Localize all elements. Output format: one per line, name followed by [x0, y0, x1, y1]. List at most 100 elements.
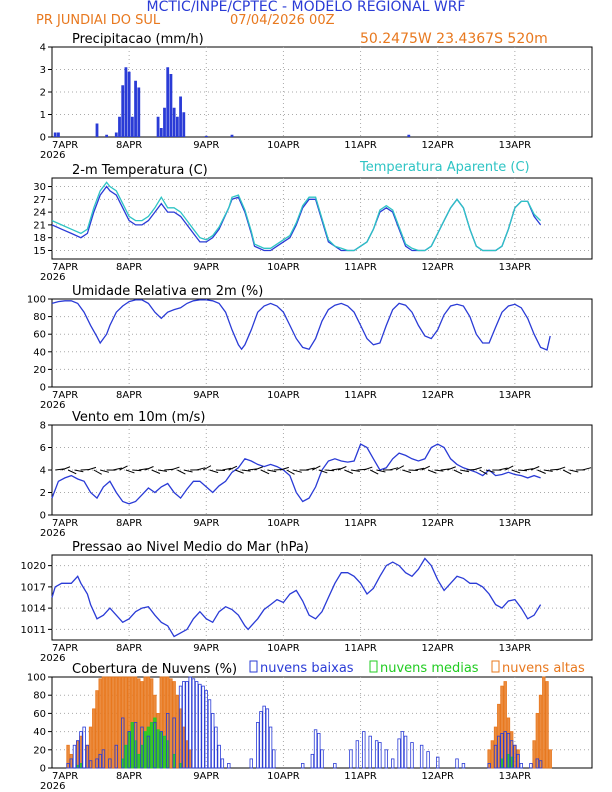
wind-x-tick-label: 12APR	[421, 518, 454, 529]
cloud-bar	[317, 733, 321, 769]
wind-barb	[132, 469, 142, 472]
clouds-year-label: 2026	[40, 781, 65, 792]
temp-y-tick-label: 24	[33, 208, 46, 219]
temp-frame	[51, 177, 593, 260]
wind-barb	[344, 469, 353, 474]
cloud-bar	[124, 744, 128, 769]
temp-y-tick-label: 15	[33, 246, 46, 257]
pres-x-tick-label: 8APR	[116, 643, 142, 654]
cloud-bar	[410, 742, 414, 769]
cloud-legend-swatch	[249, 660, 258, 673]
wind-barb	[312, 465, 321, 471]
cloud-bar	[72, 744, 77, 769]
pres-y-tick-label: 1020	[21, 561, 46, 572]
cloud-bar	[516, 753, 520, 769]
cloud-bar	[532, 740, 536, 769]
precip-bar	[172, 107, 176, 137]
rh-y-tick-label: 80	[33, 312, 46, 323]
wind-x-tick-label: 9APR	[193, 518, 219, 529]
cloud-bar	[400, 731, 405, 769]
wind-year-label: 2026	[40, 528, 65, 539]
wind-barb	[389, 467, 399, 471]
temp-series-line	[51, 181, 542, 252]
precip-bar	[166, 67, 170, 137]
rh-x-tick-label: 7APR	[52, 390, 78, 401]
cloud-bar	[487, 763, 491, 769]
precip-x-tick-label: 13APR	[499, 140, 532, 151]
pres-x-tick-label: 12APR	[421, 643, 454, 654]
cloud-bar	[519, 763, 523, 769]
cloud-bar	[256, 722, 260, 769]
precip-x-tick-label: 9APR	[193, 140, 219, 151]
wind-barb	[472, 466, 482, 471]
wind-barb	[530, 466, 540, 471]
wind-barb	[395, 465, 405, 471]
wind-y-tick-label: 6	[40, 443, 46, 454]
cloud-bar	[509, 740, 514, 769]
cloud-bar	[178, 685, 183, 769]
wind-barb	[151, 469, 161, 474]
wind-barb	[369, 469, 379, 475]
cloud-bar	[545, 681, 549, 769]
cloud-bar	[374, 740, 379, 769]
cloud-bar	[542, 676, 546, 769]
cloud-bar	[493, 744, 498, 769]
wind-barb	[427, 469, 437, 474]
temp-panel: 7APR 8APR 9APR 10APR 11APR 12APR 13APR 2026 15 18…	[33, 160, 593, 283]
cloud-bar	[217, 744, 221, 769]
temp-year-label: 2026	[40, 272, 65, 283]
precip-y-tick-label: 2	[40, 88, 46, 99]
cloud-bar	[101, 749, 106, 769]
cloud-bar	[461, 763, 466, 769]
cloud-bar	[79, 731, 83, 769]
cloud-bar	[262, 705, 266, 769]
cloud-bar	[378, 742, 382, 769]
wind-barb	[543, 469, 553, 472]
precip-bar	[230, 134, 234, 137]
wind-y-tick-label: 0	[40, 511, 46, 522]
wind-barb	[556, 466, 566, 471]
cloud-bar	[133, 722, 138, 769]
clouds-x-tick-label: 10APR	[267, 771, 300, 782]
precip-bar	[114, 132, 118, 137]
temp-x-tick-label: 12APR	[421, 262, 454, 273]
wind-barb	[350, 469, 360, 472]
rh-x-tick-label: 12APR	[421, 390, 454, 401]
cloud-bar	[497, 735, 501, 769]
cloud-bar	[137, 753, 141, 769]
temp-x-tick-label: 10APR	[267, 262, 300, 273]
clouds-y-tick-label: 100	[27, 673, 46, 684]
pres-panel: 7APR 8APR 9APR 10APR 11APR 12APR 13APR 2026 1011…	[21, 540, 593, 664]
cloud-bar	[214, 726, 218, 769]
cloud-bar	[108, 758, 112, 769]
cloud-bar	[349, 749, 353, 769]
wind-barb	[241, 469, 251, 472]
cloud-bar	[490, 740, 495, 769]
temp-x-tick-label: 8APR	[116, 262, 142, 273]
rh-x-tick-label: 11APR	[344, 390, 377, 401]
precip-title: Precipitacao (mm/h)	[72, 32, 204, 47]
cloud-bar	[455, 758, 459, 769]
cloud-bar	[169, 678, 173, 769]
precip-x-tick-label: 12APR	[421, 140, 454, 151]
pres-x-tick-label: 10APR	[267, 643, 300, 654]
cloud-bar	[166, 713, 170, 769]
wind-barb	[325, 469, 335, 472]
cloud-bar	[114, 744, 118, 769]
wind-y-tick-label: 2	[40, 488, 46, 499]
wind-barb	[569, 469, 579, 473]
clouds-y-tick-label: 80	[33, 691, 46, 702]
precip-bar	[130, 116, 134, 137]
clouds-panel: 7APR 8APR 9APR 10APR 11APR 12APR 13APR 2026 0 20 4…	[27, 660, 593, 792]
precip-bar	[57, 132, 60, 137]
cloud-bar	[146, 735, 151, 769]
rh-year-label: 2026	[40, 400, 65, 411]
wind-barb	[87, 466, 97, 471]
cloud-bar	[194, 681, 199, 769]
cloud-bar	[259, 711, 263, 769]
clouds-x-tick-label: 11APR	[344, 771, 377, 782]
wind-barb	[125, 469, 135, 474]
wind-barb	[74, 469, 84, 473]
cloud-bar	[503, 731, 507, 769]
clouds-y-tick-label: 20	[33, 745, 46, 756]
